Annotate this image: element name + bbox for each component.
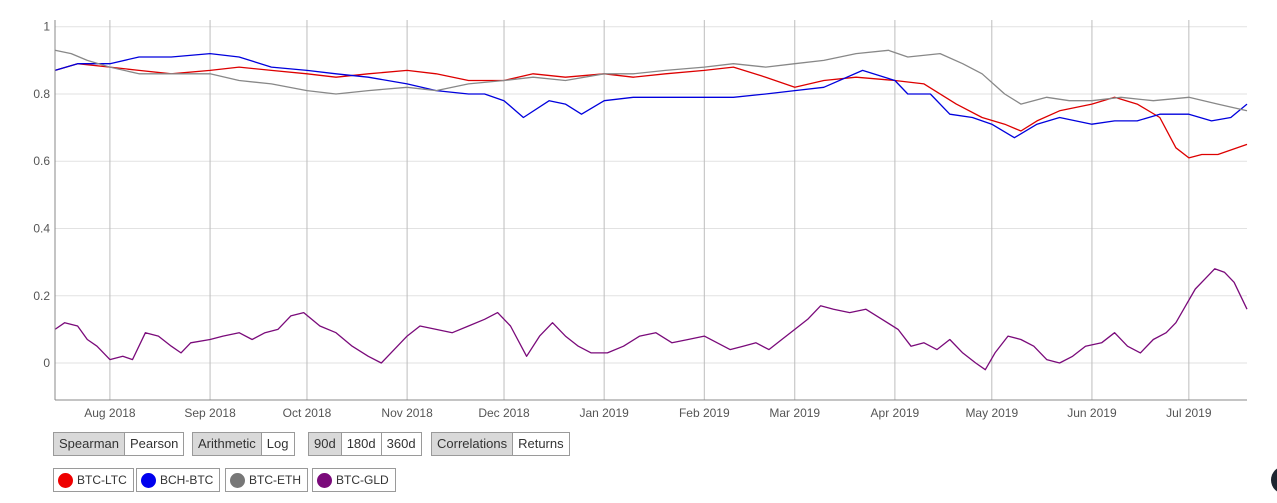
series-lines <box>54 49 1248 371</box>
corner-widget[interactable] <box>1271 466 1277 494</box>
arithmetic-button[interactable]: Arithmetic <box>193 433 261 455</box>
log-button[interactable]: Log <box>260 433 294 455</box>
x-tick-label: Oct 2018 <box>283 406 332 420</box>
x-tick-label: Jan 2019 <box>579 406 629 420</box>
x-tick-label: Apr 2019 <box>871 406 920 420</box>
legend-label: BTC-LTC <box>77 473 127 487</box>
legend-swatch <box>58 472 73 488</box>
series-line-btc-eth <box>54 49 1248 112</box>
legend-label: BTC-GLD <box>336 473 389 487</box>
window-toggle: 90d 180d 360d <box>308 432 422 456</box>
x-tick-label: Nov 2018 <box>381 406 433 420</box>
axes: 0 0.2 0.4 0.6 0.8 1 Aug 2018 Sep 2018 Oct 2018 No… <box>33 20 1247 420</box>
window-180d-button[interactable]: 180d <box>340 433 381 455</box>
y-tick-label: 0 <box>43 356 50 370</box>
x-tick-label: Jul 2019 <box>1166 406 1212 420</box>
grid <box>55 20 1247 400</box>
x-tick-label: Aug 2018 <box>84 406 136 420</box>
y-tick-label: 0.2 <box>33 289 50 303</box>
correlation-chart: 0 0.2 0.4 0.6 0.8 1 Aug 2018 Sep 2018 Oct 2018 No… <box>33 20 1248 420</box>
y-tick-label: 0.4 <box>33 221 50 235</box>
y-tick-label: 0.8 <box>33 87 50 101</box>
method-toggle: Spearman Pearson <box>53 432 185 456</box>
x-tick-label: Jun 2019 <box>1067 406 1117 420</box>
legend-swatch <box>141 472 156 488</box>
legend-item-btc-ltc[interactable]: BTC-LTC <box>53 468 134 492</box>
pearson-button[interactable]: Pearson <box>123 433 184 455</box>
x-tick-label: May 2019 <box>965 406 1018 420</box>
x-tick-label: Mar 2019 <box>769 406 820 420</box>
scale-toggle: Arithmetic Log <box>192 432 295 456</box>
x-tick-label: Sep 2018 <box>184 406 236 420</box>
x-tick-label: Feb 2019 <box>679 406 730 420</box>
legend-label: BCH-BTC <box>160 473 214 487</box>
x-tick-label: Dec 2018 <box>478 406 530 420</box>
returns-button[interactable]: Returns <box>512 433 569 455</box>
window-90d-button[interactable]: 90d <box>309 433 341 455</box>
legend-swatch <box>317 472 332 488</box>
series-line-btc-ltc <box>54 63 1248 159</box>
series-line-bch-btc <box>54 52 1248 139</box>
legend-label: BTC-ETH <box>249 473 301 487</box>
legend-item-bch-btc[interactable]: BCH-BTC <box>136 468 221 492</box>
legend-swatch <box>230 472 245 488</box>
legend-item-btc-eth[interactable]: BTC-ETH <box>225 468 308 492</box>
legend-item-btc-gld[interactable]: BTC-GLD <box>312 468 396 492</box>
spearman-button[interactable]: Spearman <box>54 433 124 455</box>
window-360d-button[interactable]: 360d <box>380 433 421 455</box>
y-tick-label: 1 <box>43 20 50 34</box>
series-line-btc-gld <box>54 268 1248 371</box>
view-toggle: Correlations Returns <box>431 432 570 456</box>
y-tick-label: 0.6 <box>33 154 50 168</box>
correlations-button[interactable]: Correlations <box>432 433 513 455</box>
